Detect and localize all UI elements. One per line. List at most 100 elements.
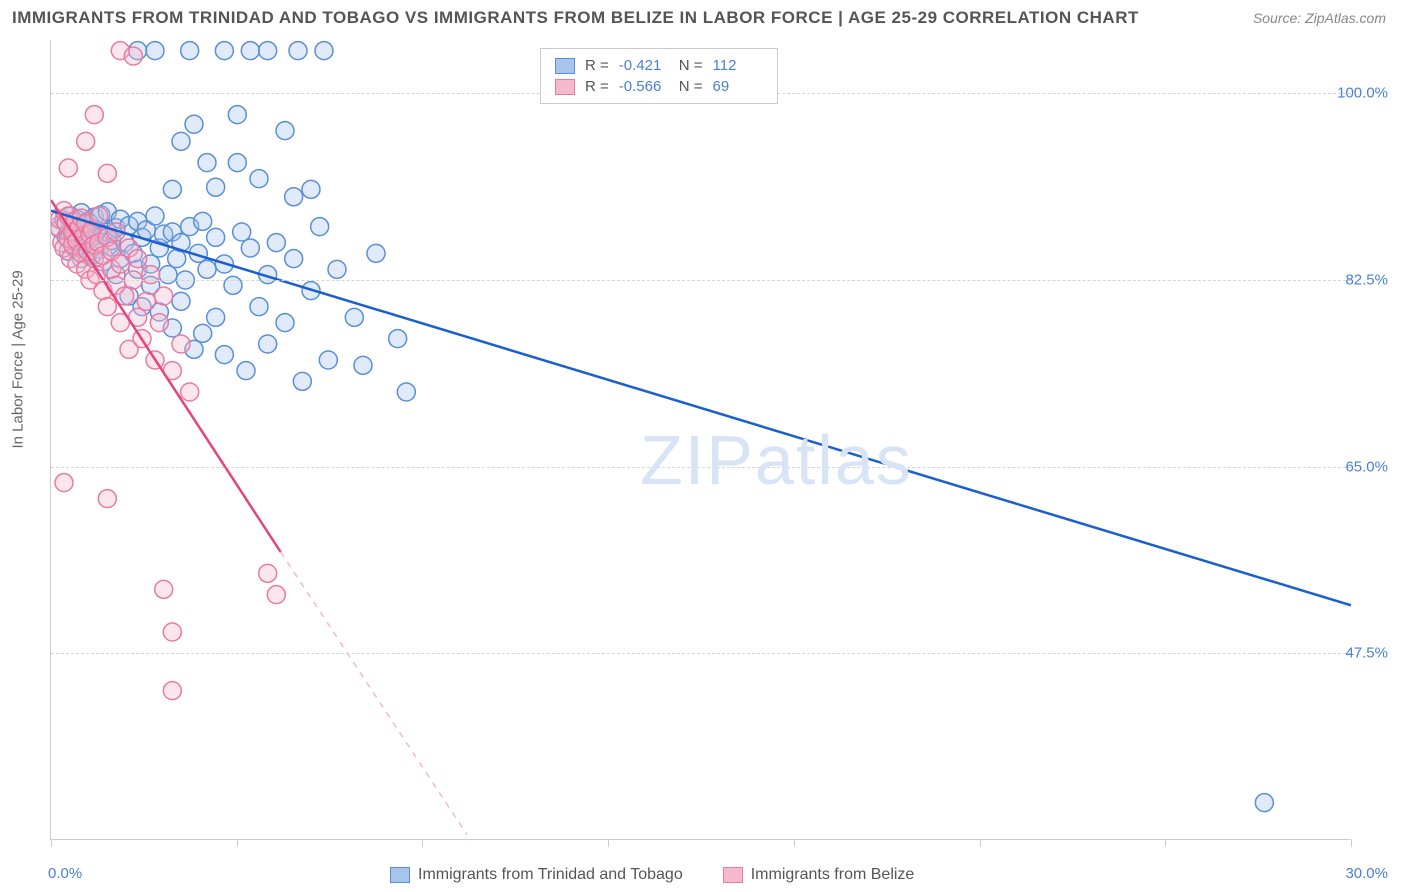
- scatter-point: [75, 232, 93, 250]
- plot-area: [50, 40, 1350, 840]
- scatter-point: [233, 223, 251, 241]
- scatter-point: [98, 203, 116, 221]
- scatter-point: [133, 330, 151, 348]
- scatter-point: [90, 207, 108, 225]
- scatter-point: [85, 106, 103, 124]
- scatter-point: [146, 207, 164, 225]
- scatter-point: [124, 244, 142, 262]
- scatter-point: [1255, 794, 1273, 812]
- scatter-point: [55, 202, 73, 220]
- scatter-point: [276, 122, 294, 140]
- scatter-point: [77, 260, 95, 278]
- scatter-point: [367, 244, 385, 262]
- scatter-point: [68, 232, 86, 250]
- scatter-point: [124, 47, 142, 65]
- scatter-point: [267, 234, 285, 252]
- y-tick-label: 47.5%: [1345, 645, 1388, 662]
- scatter-point: [59, 207, 77, 225]
- scatter-point: [146, 351, 164, 369]
- scatter-point: [389, 330, 407, 348]
- scatter-point: [116, 287, 134, 305]
- scatter-point: [189, 244, 207, 262]
- scatter-point: [72, 250, 90, 268]
- scatter-point: [142, 255, 160, 273]
- scatter-point: [55, 211, 73, 229]
- scatter-point: [198, 260, 216, 278]
- stat-r-value-0: -0.421: [619, 57, 669, 74]
- scatter-point: [259, 42, 277, 60]
- scatter-point: [98, 228, 116, 246]
- scatter-point: [241, 239, 259, 257]
- scatter-point: [185, 340, 203, 358]
- scatter-point: [59, 229, 77, 247]
- scatter-point: [133, 298, 151, 316]
- scatter-point: [107, 219, 125, 237]
- scatter-point: [59, 242, 77, 260]
- x-tick: [1165, 839, 1166, 847]
- scatter-point: [72, 244, 90, 262]
- scatter-point: [163, 180, 181, 198]
- stats-row-series-1: R = -0.566 N = 69: [555, 76, 763, 97]
- chart-container: IMMIGRANTS FROM TRINIDAD AND TOBAGO VS I…: [0, 0, 1406, 892]
- stat-n-value-1: 69: [713, 78, 763, 95]
- scatter-point: [228, 106, 246, 124]
- scatter-point: [276, 314, 294, 332]
- x-tick: [51, 839, 52, 847]
- legend-item-0: Immigrants from Trinidad and Tobago: [390, 866, 683, 884]
- scatter-point: [75, 227, 93, 245]
- x-tick: [608, 839, 609, 847]
- x-tick: [237, 839, 238, 847]
- y-tick-label: 65.0%: [1345, 458, 1388, 475]
- scatter-point: [120, 340, 138, 358]
- x-tick: [794, 839, 795, 847]
- scatter-point: [319, 351, 337, 369]
- legend-swatch-0: [390, 867, 410, 883]
- scatter-point: [315, 42, 333, 60]
- scatter-point: [397, 383, 415, 401]
- stats-legend-box: R = -0.421 N = 112 R = -0.566 N = 69: [540, 48, 778, 104]
- scatter-point: [77, 217, 95, 235]
- scatter-point: [111, 314, 129, 332]
- scatter-point: [88, 221, 106, 239]
- scatter-point: [59, 159, 77, 177]
- trend-line-series-0: [51, 211, 1351, 606]
- scatter-point: [116, 234, 134, 252]
- scatter-point: [111, 210, 129, 228]
- scatter-point: [77, 132, 95, 150]
- scatter-point: [83, 221, 101, 239]
- scatter-point: [129, 260, 147, 278]
- scatter-point: [107, 223, 125, 241]
- scatter-point: [198, 154, 216, 172]
- legend-item-1: Immigrants from Belize: [723, 866, 915, 884]
- scatter-point: [64, 225, 82, 243]
- scatter-point: [77, 244, 95, 262]
- scatter-point: [354, 356, 372, 374]
- scatter-point: [163, 362, 181, 380]
- scatter-point: [194, 212, 212, 230]
- scatter-point: [129, 308, 147, 326]
- scatter-point: [228, 154, 246, 172]
- scatter-point: [53, 234, 71, 252]
- x-axis-max-label: 30.0%: [1345, 865, 1388, 882]
- scatter-point: [155, 225, 173, 243]
- scatter-point: [51, 210, 69, 228]
- plot-svg: [51, 40, 1351, 840]
- legend-label-1: Immigrants from Belize: [751, 866, 915, 884]
- scatter-point: [150, 314, 168, 332]
- scatter-point: [215, 42, 233, 60]
- scatter-point: [111, 250, 129, 268]
- scatter-point: [133, 228, 151, 246]
- scatter-point: [207, 228, 225, 246]
- scatter-point: [68, 255, 86, 273]
- scatter-point: [90, 240, 108, 258]
- scatter-point: [207, 178, 225, 196]
- scatter-point: [72, 204, 90, 222]
- scatter-point: [302, 180, 320, 198]
- scatter-point: [55, 239, 73, 257]
- y-axis-label: In Labor Force | Age 25-29: [10, 270, 27, 448]
- scatter-point: [85, 227, 103, 245]
- scatter-point: [98, 298, 116, 316]
- scatter-point: [51, 218, 67, 236]
- scatter-point: [64, 223, 82, 241]
- scatter-point: [94, 246, 112, 264]
